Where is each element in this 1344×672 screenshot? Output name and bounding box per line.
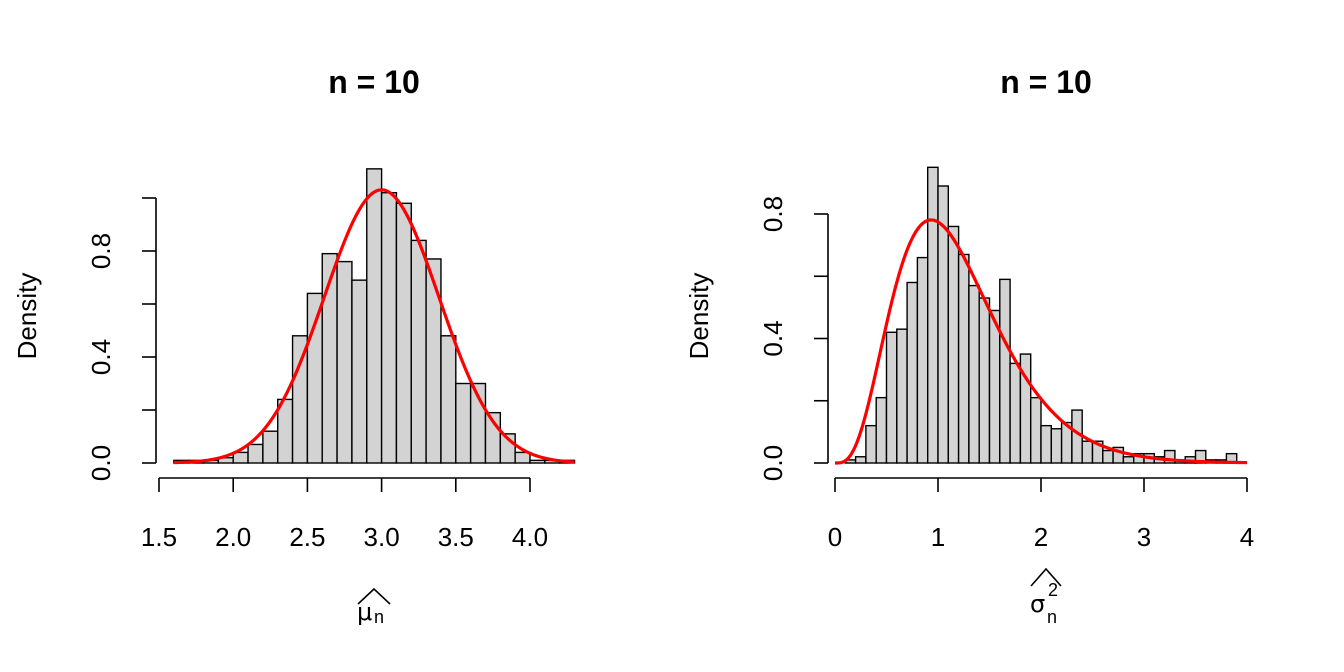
x-tick-label: 0 bbox=[828, 522, 842, 552]
histogram-bar bbox=[1112, 446, 1125, 464]
histogram-bar bbox=[247, 443, 264, 464]
y-tick-label: 0.8 bbox=[86, 233, 116, 269]
histogram-bar bbox=[1040, 424, 1053, 464]
chart-title-left: n = 10 bbox=[328, 64, 420, 100]
x-tick-label: 4.0 bbox=[512, 522, 548, 552]
histogram-bar bbox=[514, 451, 531, 464]
y-tick-label: 0.8 bbox=[758, 196, 788, 232]
x-tick-label: 3.5 bbox=[438, 522, 474, 552]
histogram-bar bbox=[927, 166, 939, 464]
histogram-bar bbox=[865, 424, 877, 464]
density-curve-left bbox=[173, 188, 575, 465]
x-axis-title-sigma-superscript: 2 bbox=[1048, 580, 1058, 600]
x-tick-label: 4 bbox=[1240, 522, 1254, 552]
x-axis-left: 1.5 2.0 2.5 3.0 3.5 4.0 bbox=[141, 477, 548, 552]
x-axis-right: 0 1 2 3 4 bbox=[828, 477, 1254, 552]
histogram-bar bbox=[885, 331, 898, 464]
x-axis-title-mu: μ bbox=[357, 598, 372, 626]
x-tick-label: 2 bbox=[1034, 522, 1048, 552]
histogram-bar bbox=[854, 456, 867, 464]
x-tick-label: 3.0 bbox=[364, 522, 400, 552]
histogram-bar bbox=[306, 292, 323, 464]
histogram-bar bbox=[351, 279, 368, 464]
histogram-bar bbox=[529, 459, 546, 464]
y-axis-title-left: Density bbox=[12, 273, 42, 360]
histogram-bar bbox=[916, 256, 929, 464]
histogram-bar bbox=[425, 258, 442, 464]
x-axis-title-left: μ n bbox=[357, 587, 391, 627]
y-axis-right: 0.0 0.4 0.8 bbox=[758, 196, 829, 481]
x-tick-label: 3 bbox=[1137, 522, 1151, 552]
y-axis-left: 0.0 0.4 0.8 bbox=[86, 197, 157, 481]
histogram-bar bbox=[1163, 449, 1176, 464]
x-axis-title-right: σ 2 n bbox=[1030, 567, 1062, 627]
y-tick-label: 0.0 bbox=[758, 445, 788, 481]
hat-symbol-left bbox=[357, 587, 391, 605]
hat-symbol-right bbox=[1030, 567, 1062, 587]
histogram-bar bbox=[366, 168, 383, 464]
histogram-bar bbox=[440, 335, 457, 464]
histogram-bar bbox=[262, 430, 279, 464]
histogram-bar bbox=[1029, 396, 1042, 464]
x-axis-title-sigma-subscript: n bbox=[1047, 607, 1057, 627]
x-tick-label: 1.5 bbox=[141, 522, 177, 552]
density-curve-right bbox=[834, 218, 1248, 465]
histogram-bar bbox=[410, 239, 427, 464]
x-tick-label: 2.5 bbox=[289, 522, 325, 552]
histogram-bar bbox=[1122, 456, 1135, 464]
histogram-bar bbox=[978, 297, 991, 464]
chart-title-right: n = 10 bbox=[1000, 64, 1092, 100]
histogram-bar bbox=[380, 191, 398, 464]
x-axis-title-sigma: σ bbox=[1030, 590, 1045, 618]
histogram-bar bbox=[291, 335, 309, 464]
histogram-bar bbox=[999, 278, 1011, 464]
histogram-bar bbox=[988, 309, 1001, 464]
histogram-bar bbox=[947, 225, 960, 464]
histogram-bar bbox=[906, 281, 919, 464]
histogram-bar bbox=[896, 328, 908, 464]
y-tick-label: 0.0 bbox=[86, 445, 116, 481]
histogram-bar bbox=[957, 253, 970, 464]
histogram-bar bbox=[336, 260, 353, 464]
histogram-bar bbox=[875, 396, 888, 464]
x-tick-label: 1 bbox=[931, 522, 945, 552]
histogram-bar bbox=[1050, 428, 1063, 464]
x-tick-label: 2.0 bbox=[215, 522, 251, 552]
histogram-bar bbox=[455, 382, 472, 464]
histogram-bar bbox=[1081, 440, 1094, 464]
y-tick-label: 0.4 bbox=[86, 339, 116, 375]
panel-left: n = 10 1.5 2.0 2.5 3.0 3.5 4.0 0.0 0.4 0.8 Dens… bbox=[12, 64, 576, 627]
y-tick-label: 0.4 bbox=[758, 320, 788, 356]
bars-right bbox=[844, 166, 1238, 464]
histogram-bar bbox=[395, 202, 412, 464]
y-axis-title-right: Density bbox=[684, 273, 714, 360]
histogram-bar bbox=[1009, 362, 1022, 464]
x-axis-title-mu-subscript: n bbox=[374, 607, 384, 627]
histogram-bar bbox=[968, 284, 980, 464]
panel-right: n = 10 0 1 2 3 4 0.0 0.4 0.8 Density σ 2 n bbox=[684, 64, 1254, 627]
histogram-bar bbox=[1102, 449, 1114, 464]
bars-left bbox=[173, 168, 576, 464]
